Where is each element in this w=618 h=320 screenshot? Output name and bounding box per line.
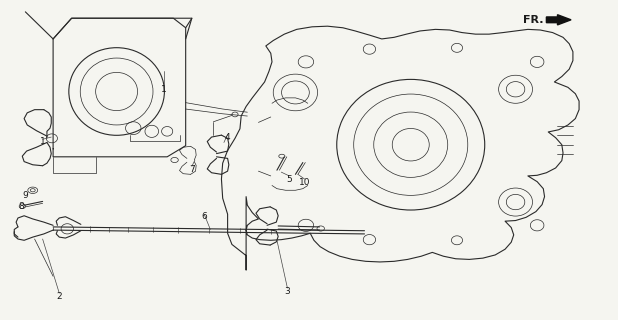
FancyArrow shape xyxy=(546,15,571,25)
Text: 7: 7 xyxy=(189,165,195,174)
Text: 3: 3 xyxy=(284,287,290,296)
Text: 5: 5 xyxy=(286,175,292,184)
Text: 4: 4 xyxy=(225,133,231,142)
Text: 8: 8 xyxy=(19,202,25,211)
Text: 10: 10 xyxy=(299,178,310,187)
Text: 6: 6 xyxy=(201,212,207,221)
Text: FR.: FR. xyxy=(523,15,543,25)
Text: 1: 1 xyxy=(40,137,46,146)
Text: 2: 2 xyxy=(56,292,62,301)
Text: 1: 1 xyxy=(161,85,167,94)
Text: 9: 9 xyxy=(22,190,28,200)
